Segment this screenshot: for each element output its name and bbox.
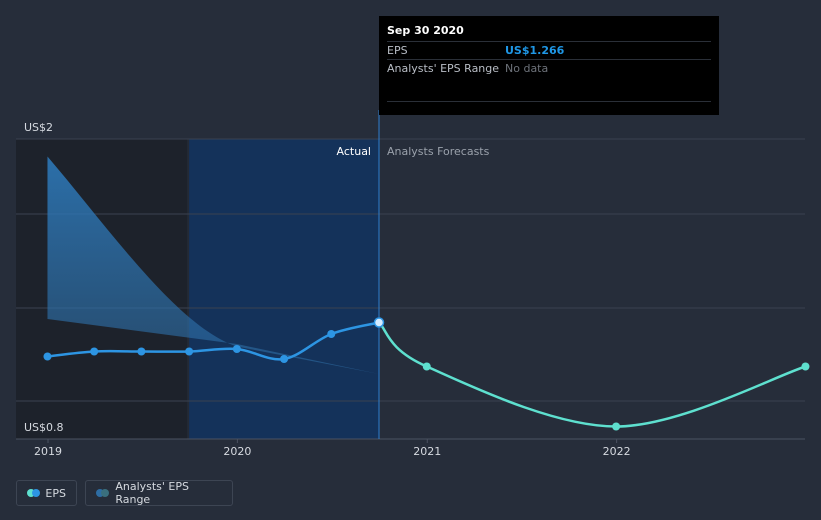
legend-label-eps: EPS <box>45 486 66 500</box>
tooltip-range-value: No data <box>505 62 549 75</box>
x-tick-label: 2022 <box>603 445 631 458</box>
eps-current-point[interactable] <box>373 317 385 328</box>
tooltip-date: Sep 30 2020 <box>387 24 464 37</box>
eps-point[interactable] <box>280 355 289 363</box>
legend-swatch-range <box>96 489 109 497</box>
y-axis-top-label: US$2 <box>24 121 53 134</box>
chart-legend: EPS Analysts' EPS Range <box>16 480 233 506</box>
tooltip-eps-value: US$1.266 <box>505 44 565 57</box>
shade-edge <box>187 139 190 439</box>
eps-point[interactable] <box>137 347 146 356</box>
eps-point[interactable] <box>43 352 52 361</box>
x-tick-label: 2021 <box>413 445 441 458</box>
eps-point[interactable] <box>232 345 241 353</box>
tooltip-eps-label: EPS <box>387 44 408 57</box>
legend-swatch-eps <box>27 489 40 497</box>
eps-forecast-point[interactable] <box>612 422 621 431</box>
eps-forecast-point[interactable] <box>422 362 431 371</box>
eps-tooltip: Sep 30 2020 EPS US$1.266 Analysts' EPS R… <box>379 16 719 115</box>
actual-label: Actual <box>337 145 371 158</box>
eps-point[interactable] <box>90 347 99 356</box>
y-axis-bottom-label: US$0.8 <box>24 421 64 434</box>
eps-forecast-point[interactable] <box>801 362 810 371</box>
legend-label-eps-range: Analysts' EPS Range <box>115 480 189 506</box>
eps-forecast-line <box>378 321 806 428</box>
tooltip-range-label: Analysts' EPS Range <box>387 62 500 75</box>
x-tick-label: 2019 <box>34 445 62 458</box>
actual-highlight <box>189 139 380 439</box>
eps-point[interactable] <box>185 347 194 356</box>
tooltip-divider <box>387 101 711 102</box>
eps-range-band <box>47 156 380 374</box>
legend-item-eps[interactable]: EPS <box>16 480 77 506</box>
forecast-label: Analysts Forecasts <box>387 145 490 158</box>
tooltip-row-eps: EPS US$1.266 <box>387 41 711 59</box>
eps-point[interactable] <box>327 330 336 338</box>
legend-item-eps-range[interactable]: Analysts' EPS Range <box>85 480 233 506</box>
tooltip-row-range: Analysts' EPS Range No data <box>387 59 711 77</box>
x-tick-label: 2020 <box>223 445 251 458</box>
